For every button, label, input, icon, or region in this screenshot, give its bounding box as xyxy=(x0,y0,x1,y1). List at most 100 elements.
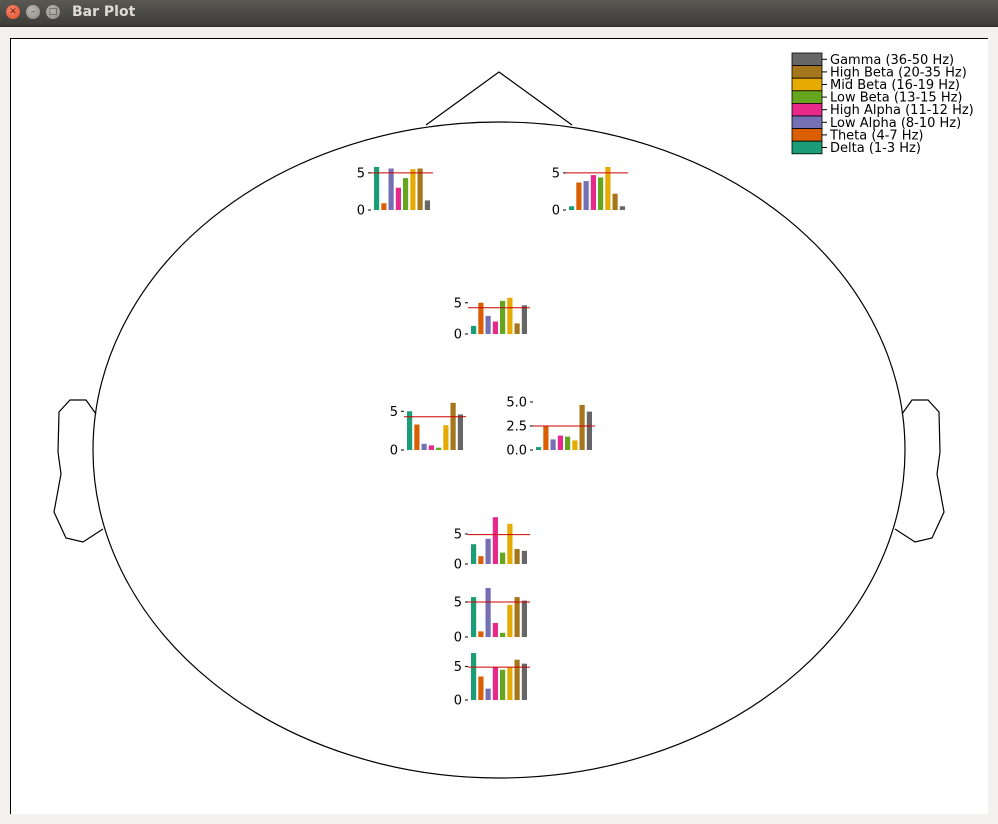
ytick-label-left-center-0: 0 xyxy=(390,444,398,459)
bar-occipital-2-0 xyxy=(471,653,477,700)
bar-left-center-7 xyxy=(457,414,463,450)
bar-occipital-1-0 xyxy=(471,597,477,637)
legend-swatch-6 xyxy=(791,128,823,142)
ytick-label-occipital-2-1: 5 xyxy=(454,660,462,675)
window-title: Bar Plot xyxy=(72,4,136,20)
legend: Gamma (36-50 Hz)High Beta (20-35 Hz)Mid … xyxy=(791,52,974,156)
ytick-label-right-center-0: 0.0 xyxy=(506,444,527,459)
bar-chart-occipital-1: 05 xyxy=(454,588,530,646)
ytick-label-frontal-right-1: 5 xyxy=(552,166,560,181)
bar-frontal-left-5 xyxy=(410,169,416,210)
bar-left-center-6 xyxy=(450,402,456,450)
legend-label-7: Delta (1-3 Hz) xyxy=(830,141,921,156)
bar-chart-right-center: 0.0 2.5 5.0 xyxy=(506,396,595,459)
bar-central-1 xyxy=(478,302,484,335)
bar-central-3 xyxy=(492,321,498,334)
bar-occipital-1-4 xyxy=(500,632,506,637)
ytick-label-occipital-1-1: 5 xyxy=(454,596,462,611)
bar-frontal-left-0 xyxy=(374,167,380,210)
close-icon[interactable]: ✕ xyxy=(6,5,20,19)
title-bar: ✕ – □ Bar Plot xyxy=(0,0,998,27)
ytick-label-left-center-1: 5 xyxy=(390,405,398,420)
bar-chart-central: 05 xyxy=(454,296,530,343)
nose-outline xyxy=(425,71,573,126)
legend-label-4: High Alpha (11-12 Hz) xyxy=(830,103,974,118)
legend-swatch-1 xyxy=(791,65,823,79)
bar-occipital-1-1 xyxy=(478,631,484,637)
bar-parietal-3 xyxy=(492,517,498,564)
bar-chart-parietal: 05 xyxy=(454,517,530,573)
bar-occipital-1-3 xyxy=(492,623,498,637)
bar-occipital-2-1 xyxy=(478,676,484,700)
bar-right-center-2 xyxy=(550,439,556,450)
bar-right-center-6 xyxy=(579,404,585,450)
ytick-label-parietal-1: 5 xyxy=(454,528,462,543)
bar-frontal-right-7 xyxy=(619,206,625,210)
ytick-label-central-1: 5 xyxy=(454,296,462,311)
legend-swatch-2 xyxy=(791,77,823,92)
ytick-label-parietal-0: 0 xyxy=(454,558,462,573)
bar-left-center-1 xyxy=(414,424,420,450)
bar-occipital-2-6 xyxy=(514,659,520,700)
bar-occipital-2-4 xyxy=(500,669,506,700)
minimize-icon[interactable]: – xyxy=(26,5,40,19)
plot-canvas: 0 5 0 5 0 5 0 5 0.0 2.5 5.0 0 5 0 5 0 5 Gamma (36-50 Hz)… xyxy=(10,38,988,814)
bar-frontal-right-0 xyxy=(569,206,575,210)
bar-occipital-1-2 xyxy=(485,588,491,637)
bar-central-6 xyxy=(514,323,520,334)
right-ear-outline xyxy=(894,399,945,543)
ytick-label-occipital-1-0: 0 xyxy=(454,631,462,646)
bar-chart-occipital-2: 05 xyxy=(454,653,530,709)
bar-parietal-4 xyxy=(500,552,506,564)
bar-left-center-3 xyxy=(428,445,434,450)
bar-occipital-1-7 xyxy=(521,600,527,637)
bar-left-center-2 xyxy=(421,443,427,450)
legend-label-3: Low Beta (13-15 Hz) xyxy=(830,91,963,106)
ytick-label-central-0: 0 xyxy=(454,328,462,343)
head-outline xyxy=(92,121,906,779)
legend-swatch-5 xyxy=(791,115,823,130)
ytick-label-right-center-2: 5.0 xyxy=(506,396,527,411)
bar-right-center-3 xyxy=(557,435,563,450)
bar-occipital-1-5 xyxy=(507,604,513,637)
bar-frontal-left-6 xyxy=(417,168,423,210)
bar-parietal-1 xyxy=(478,556,484,564)
bar-frontal-right-6 xyxy=(612,193,618,210)
legend-swatch-7 xyxy=(791,140,823,155)
bar-parietal-0 xyxy=(471,544,477,564)
legend-label-0: Gamma (36-50 Hz) xyxy=(830,53,954,68)
legend-swatch-0 xyxy=(791,52,823,67)
bar-right-center-7 xyxy=(586,411,592,450)
bar-frontal-right-5 xyxy=(605,167,611,210)
bar-left-center-0 xyxy=(407,411,413,450)
legend-label-5: Low Alpha (8-10 Hz) xyxy=(830,116,961,131)
left-ear-outline xyxy=(53,399,104,543)
ytick-label-occipital-2-0: 0 xyxy=(454,694,462,709)
maximize-icon[interactable]: □ xyxy=(46,5,60,19)
bar-chart-frontal-right: 05 xyxy=(552,166,628,219)
bar-right-center-0 xyxy=(536,447,542,450)
legend-label-1: High Beta (20-35 Hz) xyxy=(830,65,967,80)
bar-right-center-5 xyxy=(572,440,578,450)
bar-parietal-6 xyxy=(514,549,520,564)
bar-frontal-left-3 xyxy=(395,187,401,210)
bar-frontal-right-2 xyxy=(583,181,589,210)
bar-central-0 xyxy=(471,325,477,334)
bar-frontal-right-1 xyxy=(576,182,582,210)
bar-frontal-left-1 xyxy=(381,203,387,210)
bar-occipital-2-3 xyxy=(492,667,498,700)
bar-central-5 xyxy=(507,297,513,335)
bar-left-center-4 xyxy=(436,447,442,450)
bar-chart-frontal-left: 05 xyxy=(357,166,433,219)
bar-frontal-right-4 xyxy=(598,177,604,210)
bar-occipital-1-6 xyxy=(514,597,520,637)
bar-chart-left-center: 05 xyxy=(390,402,466,459)
bar-right-center-4 xyxy=(565,436,571,450)
bar-parietal-2 xyxy=(485,538,491,564)
legend-label-6: Theta (4-7 Hz) xyxy=(829,128,923,143)
bar-frontal-left-7 xyxy=(424,200,430,210)
bar-occipital-2-7 xyxy=(521,663,527,700)
ytick-label-frontal-left-0: 0 xyxy=(357,204,365,219)
